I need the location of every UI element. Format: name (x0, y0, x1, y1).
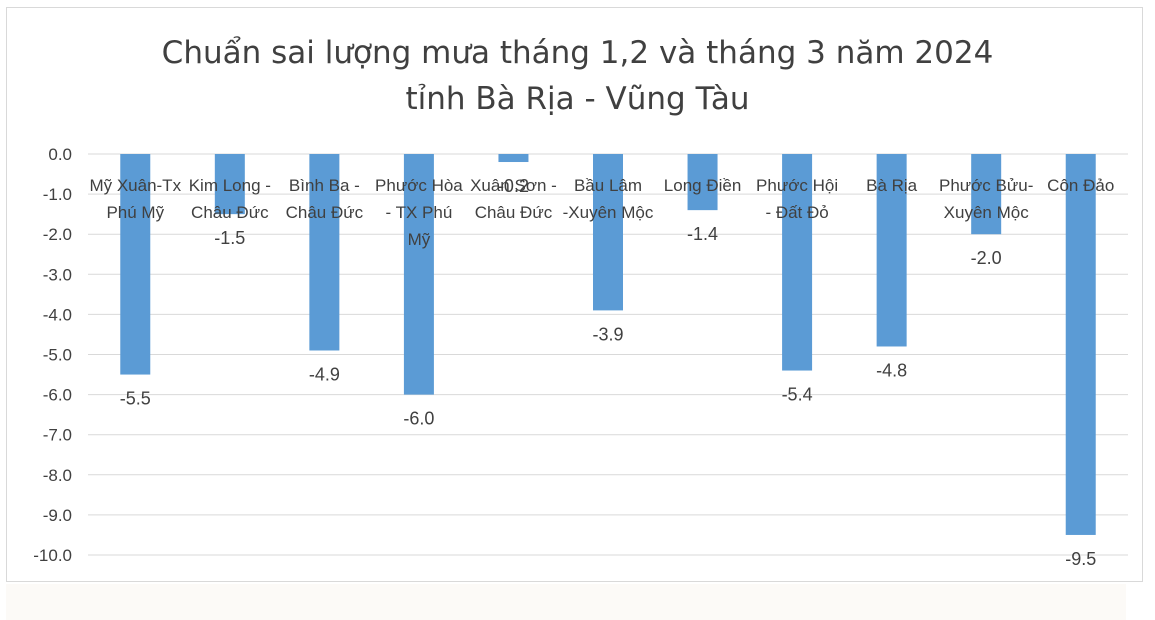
category-label: Châu Đức (286, 203, 364, 222)
category-label: Long Điền (664, 176, 742, 195)
y-tick-label: -7.0 (43, 426, 72, 445)
category-label: Phước Bửu- (939, 176, 1033, 195)
category-label: Xuân Sơn - (470, 176, 557, 195)
category-label: Bà Rịa (866, 176, 918, 195)
category-label: Xuyên Mộc (944, 203, 1030, 222)
category-label: Bình Ba - (289, 176, 360, 195)
category-label: Phú Mỹ (106, 203, 164, 222)
y-tick-label: -3.0 (43, 265, 72, 284)
category-label: Phước Hội (756, 176, 838, 195)
value-label: -4.8 (876, 360, 907, 380)
bar (971, 154, 1002, 235)
y-tick-label: -10.0 (33, 546, 72, 565)
bar (120, 154, 151, 375)
y-axis-ticks: 0.0 -1.0 -2.0 -3.0 -4.0 -5.0 -6.0 -7.0 -8.0 -9.0 -… (33, 145, 72, 565)
y-tick-label: -9.0 (43, 506, 72, 525)
bars (120, 154, 1096, 535)
value-label: -4.9 (309, 364, 340, 384)
value-label: -5.5 (120, 389, 151, 409)
y-tick-label: -4.0 (43, 305, 72, 324)
category-label: - Đất Đỏ (765, 203, 828, 222)
chart-title: Chuẩn sai lượng mưa tháng 1,2 và tháng 3… (0, 30, 1155, 122)
chart-frame (6, 7, 1143, 582)
value-label: -5.4 (782, 385, 813, 405)
category-label: -Xuyên Mộc (563, 203, 654, 222)
bar (214, 154, 245, 215)
y-tick-label: -6.0 (43, 386, 72, 405)
y-tick-label: 0.0 (48, 145, 72, 164)
value-label: -2.0 (971, 248, 1002, 268)
category-label: Mỹ (408, 230, 431, 249)
chart-subtitle: tỉnh Bà Rịa - Vũng Tàu (405, 81, 750, 117)
bar (403, 154, 434, 395)
value-label: -6.0 (403, 409, 434, 429)
bar (498, 154, 529, 163)
bottom-band (6, 584, 1126, 620)
bar (1065, 154, 1096, 535)
category-label: - TX Phú (386, 203, 453, 222)
bar (593, 154, 623, 311)
category-label: Kim Long - (189, 176, 271, 195)
bar (876, 154, 907, 347)
category-label: Châu Đức (475, 203, 553, 222)
category-label: Côn Đảo (1047, 176, 1114, 195)
value-label: -1.5 (214, 228, 245, 248)
value-label: -0.2 (498, 176, 529, 196)
bar (309, 154, 340, 351)
y-tick-label: -1.0 (43, 185, 72, 204)
y-tick-label: -8.0 (43, 466, 72, 485)
value-labels: -5.5 -1.5 -4.9 -6.0 -0.2 -3.9 -1.4 -5.4 -4.8 -2.0… (120, 176, 1096, 569)
y-tick-label: -2.0 (43, 225, 72, 244)
category-label: Mỹ Xuân-Tx (89, 176, 181, 195)
value-label: -9.5 (1065, 549, 1096, 569)
category-labels: Mỹ Xuân-Tx Phú Mỹ Kim Long - Châu Đức Bình B… (89, 176, 1114, 249)
category-label: Châu Đức (191, 203, 269, 222)
category-label: Phước Hòa (375, 176, 463, 195)
chart-title-line1: Chuẩn sai lượng mưa tháng 1,2 và tháng 3… (161, 35, 994, 71)
category-label: Bầu Lâm (574, 176, 642, 195)
y-tick-label: -5.0 (43, 346, 72, 365)
bar (687, 154, 718, 211)
value-label: -3.9 (592, 324, 623, 344)
bar (782, 154, 813, 371)
value-label: -1.4 (687, 224, 718, 244)
